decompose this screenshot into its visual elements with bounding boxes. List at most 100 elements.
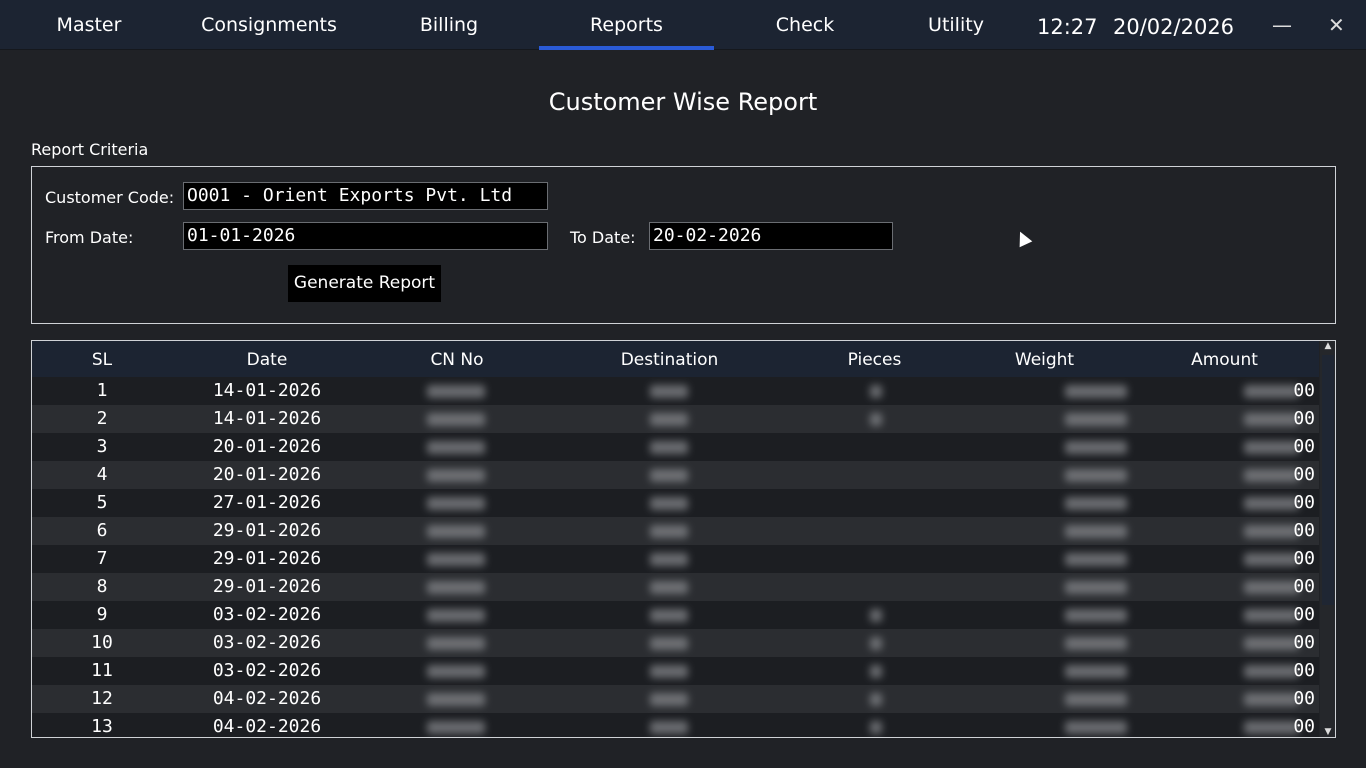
destination-redacted — [650, 553, 688, 566]
table-row[interactable]: 10 03-02-2026 00 — [32, 629, 1319, 657]
report-criteria-panel: Customer Code: O001 - Orient Exports Pvt… — [31, 166, 1336, 324]
column-header-amount[interactable]: Amount — [1191, 350, 1258, 370]
cell-sl: 13 — [91, 716, 113, 737]
amount-redacted — [1244, 693, 1299, 706]
column-header-sl[interactable]: SL — [91, 350, 113, 370]
table-row[interactable]: 4 20-01-2026 00 — [32, 461, 1319, 489]
report-table: SL Date CN No Destination Pieces Weight … — [31, 340, 1336, 738]
cell-sl: 2 — [96, 408, 108, 429]
destination-redacted — [650, 609, 688, 622]
destination-redacted — [650, 385, 688, 398]
cell-sl: 8 — [96, 576, 108, 597]
column-header-pieces[interactable]: Pieces — [847, 350, 902, 370]
cn-no-redacted — [427, 441, 485, 454]
cell-date: 29-01-2026 — [212, 520, 322, 541]
table-row[interactable]: 1 14-01-2026 00 — [32, 377, 1319, 405]
table-row[interactable]: 9 03-02-2026 00 — [32, 601, 1319, 629]
column-header-destination[interactable]: Destination — [620, 350, 719, 370]
cell-amount-tail: 00 — [1293, 464, 1315, 485]
destination-redacted — [650, 469, 688, 482]
minimize-icon[interactable]: — — [1272, 13, 1292, 37]
amount-redacted — [1244, 609, 1299, 622]
customer-code-label: Customer Code: — [45, 188, 175, 207]
cell-date: 29-01-2026 — [212, 548, 322, 569]
customer-code-input[interactable]: O001 - Orient Exports Pvt. Ltd — [183, 182, 548, 210]
weight-redacted — [1065, 385, 1127, 398]
table-row[interactable]: 11 03-02-2026 00 — [32, 657, 1319, 685]
cn-no-redacted — [427, 413, 485, 426]
nav-billing[interactable]: Billing — [419, 14, 479, 36]
weight-redacted — [1065, 469, 1127, 482]
weight-redacted — [1065, 693, 1127, 706]
amount-redacted — [1244, 665, 1299, 678]
weight-redacted — [1065, 637, 1127, 650]
destination-redacted — [650, 637, 688, 650]
nav-check[interactable]: Check — [775, 14, 835, 36]
table-row[interactable]: 2 14-01-2026 00 — [32, 405, 1319, 433]
cell-date: 14-01-2026 — [212, 380, 322, 401]
cn-no-redacted — [427, 469, 485, 482]
to-date-input[interactable]: 20-02-2026 — [649, 222, 893, 250]
scroll-up-icon[interactable]: ▲ — [1324, 341, 1332, 351]
scroll-down-icon[interactable]: ▼ — [1324, 727, 1332, 737]
cell-sl: 3 — [96, 436, 108, 457]
cell-sl: 4 — [96, 464, 108, 485]
destination-redacted — [650, 441, 688, 454]
column-header-date[interactable]: Date — [246, 350, 288, 370]
cell-amount-tail: 00 — [1293, 688, 1315, 709]
cell-amount-tail: 00 — [1293, 492, 1315, 513]
column-header-cn-no[interactable]: CN No — [430, 350, 484, 370]
cell-date: 04-02-2026 — [212, 716, 322, 737]
scrollbar-thumb[interactable] — [1322, 355, 1334, 605]
cell-date: 03-02-2026 — [212, 604, 322, 625]
cell-amount-tail: 00 — [1293, 660, 1315, 681]
from-date-input[interactable]: 01-01-2026 — [183, 222, 548, 250]
from-date-label: From Date: — [45, 228, 134, 247]
table-row[interactable]: 6 29-01-2026 00 — [32, 517, 1319, 545]
cell-amount-tail: 00 — [1293, 408, 1315, 429]
amount-redacted — [1244, 497, 1299, 510]
nav-reports[interactable]: Reports — [539, 0, 714, 50]
clock-time: 12:27 — [1037, 15, 1098, 39]
cell-date: 03-02-2026 — [212, 660, 322, 681]
nav-utility[interactable]: Utility — [928, 14, 984, 36]
nav-master[interactable]: Master — [56, 14, 122, 36]
table-row[interactable]: 5 27-01-2026 00 — [32, 489, 1319, 517]
cn-no-redacted — [427, 385, 485, 398]
destination-redacted — [650, 497, 688, 510]
cell-date: 14-01-2026 — [212, 408, 322, 429]
generate-report-button[interactable]: Generate Report — [288, 265, 441, 302]
amount-redacted — [1244, 553, 1299, 566]
cell-sl: 5 — [96, 492, 108, 513]
destination-redacted — [650, 665, 688, 678]
table-row[interactable]: 8 29-01-2026 00 — [32, 573, 1319, 601]
vertical-scrollbar[interactable]: ▲ ▼ — [1320, 341, 1335, 737]
destination-redacted — [650, 721, 688, 734]
cn-no-redacted — [427, 637, 485, 650]
weight-redacted — [1065, 665, 1127, 678]
report-criteria-label: Report Criteria — [31, 140, 149, 159]
table-row[interactable]: 12 04-02-2026 00 — [32, 685, 1319, 713]
pieces-redacted — [870, 413, 882, 426]
cn-no-redacted — [427, 609, 485, 622]
nav-consignments[interactable]: Consignments — [201, 14, 337, 36]
pieces-redacted — [870, 385, 882, 398]
cn-no-redacted — [427, 497, 485, 510]
cell-date: 03-02-2026 — [212, 632, 322, 653]
cell-amount-tail: 00 — [1293, 604, 1315, 625]
cell-sl: 10 — [91, 632, 113, 653]
column-header-weight[interactable]: Weight — [1014, 350, 1075, 370]
table-row[interactable]: 13 04-02-2026 00 — [32, 713, 1319, 737]
to-date-label: To Date: — [570, 228, 636, 247]
cell-date: 20-01-2026 — [212, 464, 322, 485]
table-row[interactable]: 7 29-01-2026 00 — [32, 545, 1319, 573]
amount-redacted — [1244, 385, 1299, 398]
table-row[interactable]: 3 20-01-2026 00 — [32, 433, 1319, 461]
cell-amount-tail: 00 — [1293, 716, 1315, 737]
cell-date: 20-01-2026 — [212, 436, 322, 457]
cell-sl: 11 — [91, 660, 113, 681]
close-icon[interactable]: ✕ — [1328, 13, 1345, 37]
weight-redacted — [1065, 413, 1127, 426]
pieces-redacted — [870, 693, 882, 706]
page-title: Customer Wise Report — [548, 88, 818, 116]
